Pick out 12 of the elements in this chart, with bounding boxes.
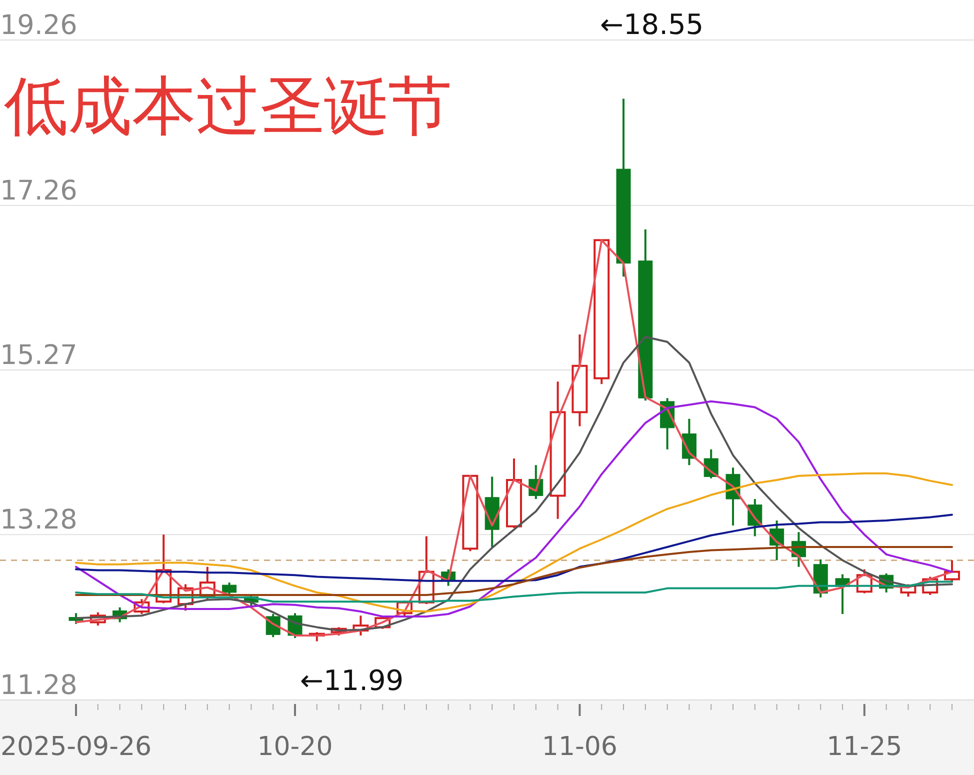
annotation: ←11.99 xyxy=(300,664,404,697)
x-tick-label: 11-06 xyxy=(542,732,618,762)
y-tick-label: 17.26 xyxy=(0,175,78,206)
annotation: ←18.55 xyxy=(600,8,704,41)
x-tick-label: 11-25 xyxy=(826,732,902,762)
y-tick-label: 11.28 xyxy=(0,670,78,701)
y-tick-label: 15.27 xyxy=(0,340,78,371)
text: 低成本过圣诞节 xyxy=(4,70,452,144)
x-tick-label: 2025-09-26 xyxy=(0,732,152,762)
y-tick-label: 19.26 xyxy=(0,10,78,41)
x-tick-label: 10-20 xyxy=(257,732,333,762)
y-tick-label: 13.28 xyxy=(0,504,78,536)
